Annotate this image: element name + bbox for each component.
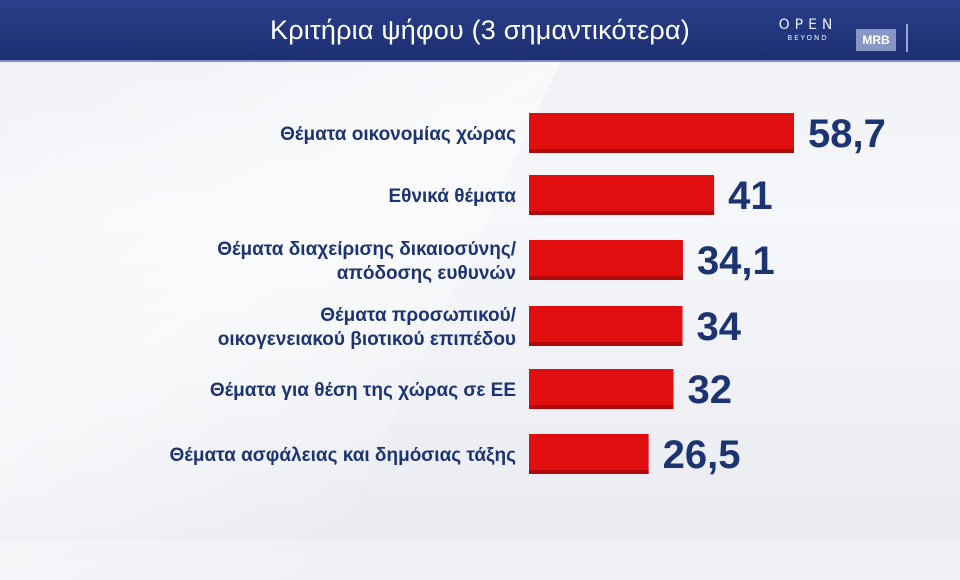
header-bar: Κριτήρια ψήφου (3 σημαντικότερα) OPEN BE… [0,0,960,62]
bar-shadow-4 [529,405,674,409]
value-label-3: 34 [696,305,741,349]
bar-1 [529,175,715,215]
bar-chart: 58,7 Θέματα οικονομίας χώρας 41 Εθνικά θέμα… [170,112,886,477]
value-label-4: 32 [687,368,732,412]
value-label-5: 26,5 [663,433,741,477]
category-label-5-line-0: Θέματα ασφάλειας και δημόσιας τάξης [170,445,517,466]
category-label-1-line-0: Εθνικά θέματα [389,186,517,207]
bar-shadow-0 [529,149,794,153]
bar-0 [529,113,794,153]
mrb-logo: MRB [856,29,896,51]
open-logo: OPEN BEYOND [768,17,848,43]
category-label-2-line-0: Θέματα διαχείρισης δικαιοσύνης/ [217,239,517,260]
logo-divider [906,24,908,52]
category-label-3-line-1: οικογενειακού βιοτικού επιπέδου [218,329,516,350]
bar-shadow-2 [529,276,683,280]
bar-shadow-1 [529,211,715,215]
open-logo-subtext: BEYOND [787,34,829,42]
category-label-2-line-1: απόδοσης ευθυνών [337,263,516,284]
bar-5 [529,434,649,474]
value-label-1: 41 [728,174,773,218]
bar-shadow-3 [529,342,683,346]
value-label-0: 58,7 [808,112,886,156]
open-logo-text: OPEN [778,17,838,33]
bar-4 [529,369,674,409]
category-label-3-line-0: Θέματα προσωπικού/ [320,305,516,326]
bar-shadow-5 [529,470,649,474]
category-label-0-line-0: Θέματα οικονομίας χώρας [280,124,516,145]
value-label-2: 34,1 [697,239,775,283]
bar-3 [529,306,683,346]
bar-2 [529,240,683,280]
page-title: Κριτήρια ψήφου (3 σημαντικότερα) [270,15,690,45]
category-label-4-line-0: Θέματα για θέση της χώρας σε ΕΕ [210,380,516,401]
